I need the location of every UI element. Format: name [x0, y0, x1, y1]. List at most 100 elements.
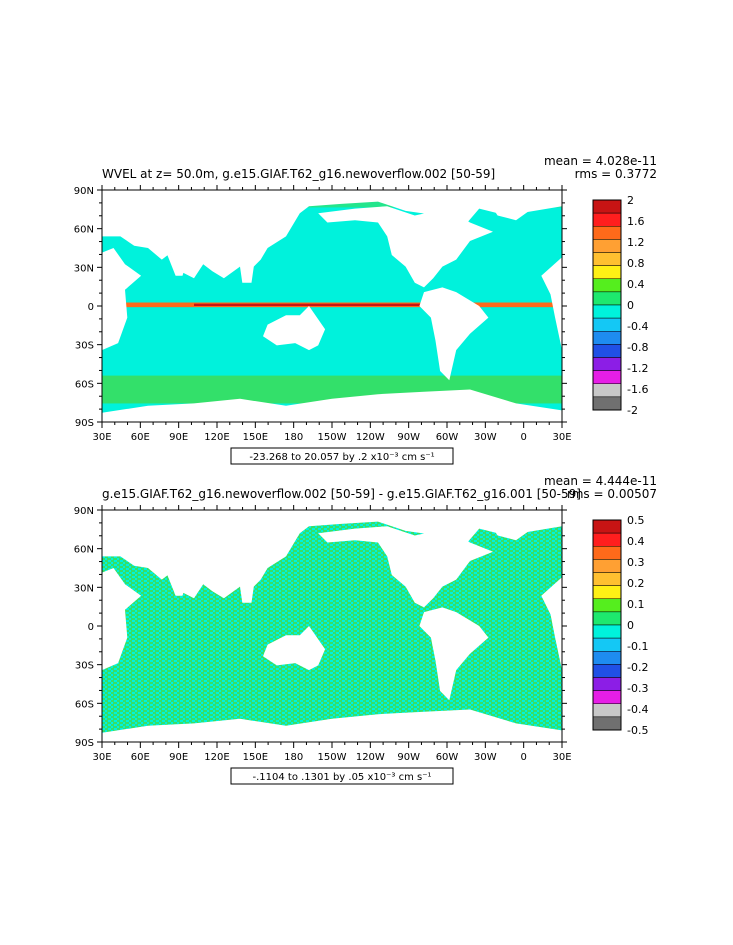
lat-label: 90S: [75, 738, 94, 749]
lon-label: 180: [284, 432, 303, 443]
colorbar-swatch: [592, 265, 622, 279]
colorbar-frame: [592, 199, 622, 411]
colorbar-swatch: [592, 664, 622, 678]
lon-label: 120W: [356, 432, 385, 443]
colorbar-swatch: [592, 396, 622, 411]
colorbar-swatch: [592, 546, 622, 560]
colorbar-swatch: [592, 239, 622, 253]
colorbar-label: -1.2: [627, 362, 648, 375]
colorbar-swatch: [592, 519, 622, 534]
colorbar-swatch: [592, 703, 622, 718]
colorbar-label: 0.8: [627, 257, 645, 270]
lat-label: 60S: [75, 379, 94, 390]
colorbar-swatch: [592, 677, 622, 691]
lon-label: 120E: [204, 432, 229, 443]
colorbar-swatch: [592, 370, 622, 384]
colorbar-label: -0.4: [627, 703, 648, 716]
colorbar-swatch: [592, 199, 622, 214]
lon-label: 0: [520, 432, 526, 443]
colorbar-label: -0.3: [627, 682, 648, 695]
lon-label: 150E: [243, 752, 268, 763]
lat-label: 30S: [75, 341, 94, 352]
land-mass: [166, 252, 190, 276]
land-mass: [318, 206, 493, 288]
contour-range-box: [230, 767, 454, 785]
colorbar-label: -0.5: [627, 724, 648, 737]
colorbar-swatch: [592, 716, 622, 731]
lat-label: 90N: [74, 506, 94, 517]
lon-label: 60E: [131, 752, 150, 763]
colorbar-swatch: [592, 226, 622, 240]
colorbar-label: -0.2: [627, 661, 648, 674]
colorbar-label: 1.2: [627, 236, 645, 249]
land-mass: [541, 577, 562, 671]
colorbar-label: 0.5: [627, 514, 645, 527]
colorbar-label: -2: [627, 404, 638, 417]
lon-label: 30W: [474, 752, 497, 763]
colorbar-swatch: [592, 651, 622, 665]
colorbar-label: 0.4: [627, 535, 645, 548]
colorbar-swatch: [592, 357, 622, 371]
lat-label: 30N: [74, 263, 94, 274]
rms-value: rms = 0.3772: [575, 167, 657, 181]
lat-label: 0: [88, 622, 94, 633]
lon-label: 90W: [397, 752, 420, 763]
lon-label: 30W: [474, 432, 497, 443]
lon-label: 150W: [318, 432, 347, 443]
land-mass: [419, 607, 489, 701]
mean-value: mean = 4.444e-11: [544, 474, 657, 488]
lon-label: 60W: [436, 432, 459, 443]
contour-range-label: -.1104 to .1301 by .05 x10⁻³ cm s⁻¹: [253, 772, 432, 783]
colorbar-swatch: [592, 383, 622, 398]
lon-label: 30E: [552, 432, 571, 443]
colorbar-swatch: [592, 278, 622, 293]
land-mass: [483, 190, 539, 221]
lon-label: 150W: [318, 752, 347, 763]
colorbar-label: 2: [627, 194, 634, 207]
lat-label: 90S: [75, 418, 94, 429]
land-mass: [541, 257, 562, 351]
colorbar-label: 0: [627, 619, 634, 632]
contour-range-label: -23.268 to 20.057 by .2 x10⁻³ cm s⁻¹: [249, 452, 434, 463]
land-mass: [419, 287, 489, 381]
land-mass: [102, 709, 562, 742]
lat-label: 90N: [74, 186, 94, 197]
lon-label: 90W: [397, 432, 420, 443]
colorbar-swatch: [592, 559, 622, 573]
colorbar-swatch: [592, 572, 622, 586]
colorbar-label: -1.6: [627, 383, 648, 396]
lat-label: 0: [88, 302, 94, 313]
colorbar-swatch: [592, 344, 622, 358]
lon-label: 60E: [131, 432, 150, 443]
colorbar-swatch: [592, 611, 622, 626]
map-panel-2: 90N 60N 30N 0 30S 60S 90S 30E 60E 90E 120E 150E 180 1…: [74, 474, 657, 785]
colorbar-swatch: [592, 637, 622, 652]
mean-value: mean = 4.028e-11: [544, 154, 657, 168]
colorbar-swatch: [592, 331, 622, 345]
lat-label: 60S: [75, 699, 94, 710]
land-mass: [318, 526, 493, 608]
lon-label: 120E: [204, 752, 229, 763]
colorbar-swatch: [592, 252, 622, 266]
colorbar-swatch: [592, 532, 622, 547]
land-mass: [102, 389, 562, 422]
colorbar-label: 0.4: [627, 278, 645, 291]
land-mass: [102, 248, 142, 351]
lat-label: 30S: [75, 661, 94, 672]
colorbar-label: 0.2: [627, 577, 645, 590]
rms-value: rms = 0.00507: [567, 487, 657, 501]
lat-label: 30N: [74, 583, 94, 594]
colorbar-swatch: [592, 585, 622, 599]
colorbar-label: 1.6: [627, 215, 645, 228]
colorbar-label: -0.1: [627, 640, 648, 653]
contour-range-box: [230, 447, 454, 465]
land-mass: [263, 306, 326, 351]
colorbar-swatch: [592, 212, 622, 227]
colorbar-label: 0: [627, 299, 634, 312]
colorbar-swatch: [592, 624, 622, 639]
lat-label: 60N: [74, 545, 94, 556]
land-mass: [166, 572, 190, 596]
panel-title: WVEL at z= 50.0m, g.e15.GIAF.T62_g16.new…: [102, 167, 495, 181]
land-mass: [263, 626, 326, 671]
